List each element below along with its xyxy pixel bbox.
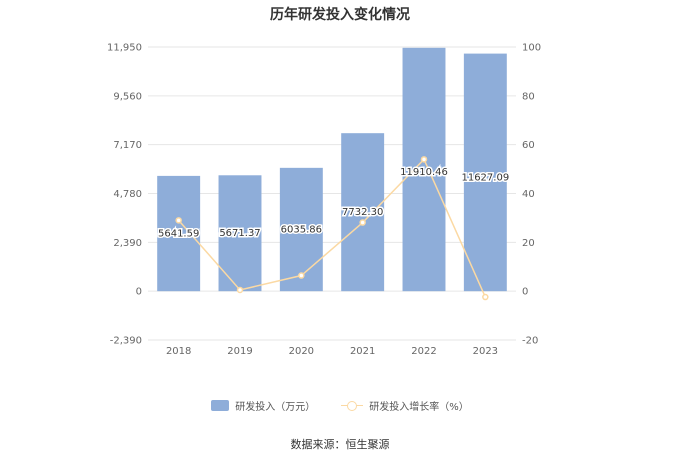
y-right-tick-label: 0 xyxy=(522,287,528,298)
bar-rd-investment xyxy=(463,53,507,292)
point-growth-rate xyxy=(175,217,182,224)
y-right-tick-label: 60 xyxy=(522,140,535,151)
point-growth-rate xyxy=(420,156,428,163)
x-tick-label: 2018 xyxy=(166,346,191,357)
y-left-tick-label: 11,950 xyxy=(107,43,142,54)
point-growth-rate xyxy=(236,286,244,294)
bar-data-label: 7732.30 xyxy=(342,207,383,218)
y-right-tick-label: 40 xyxy=(522,189,535,200)
bar-rd-investment xyxy=(218,175,262,292)
point-growth-rate xyxy=(359,219,366,226)
y-right-tick-label: 20 xyxy=(522,238,535,249)
y-left-tick-label: 0 xyxy=(136,287,142,298)
bar-rd-investment xyxy=(402,47,446,292)
y-left-tick-label: 7,170 xyxy=(113,140,142,151)
bar-data-label: 5641.59 xyxy=(158,229,199,240)
y-left-tick-label: -2,390 xyxy=(110,336,142,347)
y-left-tick-label: 2,390 xyxy=(113,238,142,249)
y-right-tick-label: -20 xyxy=(522,336,538,347)
bar-data-label: 11910.46 xyxy=(400,167,448,178)
legend-item-rd-investment[interactable]: 研发投入（万元） xyxy=(211,398,315,413)
legend-line-swatch xyxy=(341,400,364,411)
legend-label-growth-rate: 研发投入增长率（%） xyxy=(369,402,469,413)
bar-rd-investment xyxy=(279,167,323,292)
line-growth-rate xyxy=(178,157,487,298)
x-tick-label: 2023 xyxy=(473,346,498,357)
x-tick-label: 2019 xyxy=(227,346,252,357)
point-growth-rate xyxy=(482,293,489,301)
x-tick-label: 2022 xyxy=(411,346,436,357)
y-left-tick-label: 4,780 xyxy=(113,189,142,200)
legend-bar-swatch xyxy=(211,400,230,411)
y-right-tick-label: 100 xyxy=(522,43,541,54)
chart-title: 历年研发投入变化情况 xyxy=(270,7,410,23)
bar-rd-investment xyxy=(157,175,201,292)
y-left-tick-label: 9,560 xyxy=(113,91,142,102)
y-right-tick-label: 80 xyxy=(522,91,535,102)
x-tick-label: 2021 xyxy=(350,346,375,357)
bar-data-label: 11627.09 xyxy=(461,173,509,184)
bar-data-label: 5671.37 xyxy=(219,228,260,239)
legend-label-rd-investment: 研发投入（万元） xyxy=(235,402,316,413)
point-growth-rate xyxy=(298,272,305,279)
data-source-note: 数据来源：恒生聚源 xyxy=(290,438,390,451)
x-tick-label: 2020 xyxy=(289,346,314,357)
legend-item-growth-rate[interactable]: 研发投入增长率（%） xyxy=(341,398,469,413)
bar-data-label: 6035.86 xyxy=(281,225,322,236)
chart-legend: 研发投入（万元） 研发投入增长率（%） xyxy=(0,398,680,413)
bar-rd-investment xyxy=(341,133,385,292)
